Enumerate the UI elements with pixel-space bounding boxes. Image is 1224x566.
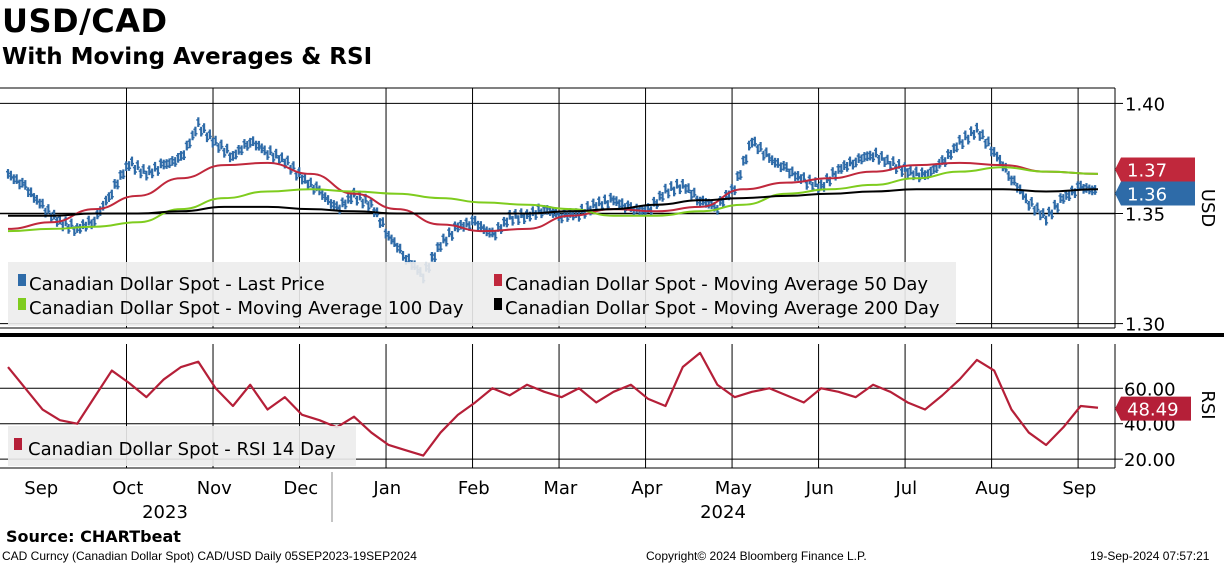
price-last-value-text: 1.36 xyxy=(1127,184,1167,205)
legend-ma50: Canadian Dollar Spot - Moving Average 50… xyxy=(505,274,928,295)
ma200-line xyxy=(8,188,1099,217)
rsi-last-value-text: 48.49 xyxy=(1127,400,1179,421)
series-layer xyxy=(6,117,1099,457)
price-y-tick-label: 1.35 xyxy=(1125,205,1165,226)
price-y-tick-label: 1.30 xyxy=(1125,315,1165,336)
price-last-value xyxy=(1115,181,1195,206)
rsi-line xyxy=(7,351,1099,457)
ma50-last-value-text: 1.37 xyxy=(1127,160,1167,181)
x-year-label: 2024 xyxy=(700,502,746,523)
legend-layer: Canadian Dollar Spot - Last Price Canadia… xyxy=(8,262,956,466)
x-month-label: Apr xyxy=(631,478,663,499)
ma50-line xyxy=(7,161,1099,233)
x-month-label: Nov xyxy=(197,478,232,499)
rsi-last-value xyxy=(1115,396,1191,421)
chart-title: USD/CAD xyxy=(2,2,168,40)
x-month-label: Jun xyxy=(805,478,834,499)
legend-ma200-swatch xyxy=(494,298,502,310)
x-month-label: Jul xyxy=(894,478,917,499)
legend-ma200: Canadian Dollar Spot - Moving Average 20… xyxy=(505,298,940,319)
price-y-axis-title: USD xyxy=(1197,189,1218,227)
chart-subtitle: With Moving Averages & RSI xyxy=(2,44,373,70)
source-note: Source: CHARTbeat xyxy=(6,527,181,546)
legend-rsi-swatch xyxy=(14,438,22,450)
footer-description: CAD Curncy (Canadian Dollar Spot) CAD/US… xyxy=(2,549,417,563)
price-legend-box xyxy=(8,262,956,326)
footer-timestamp: 19-Sep-2024 07:57:21 xyxy=(1090,549,1210,563)
legend-last-price: Canadian Dollar Spot - Last Price xyxy=(29,274,325,295)
x-month-label: May xyxy=(715,478,753,499)
ma100-line xyxy=(7,166,1099,233)
x-month-label: Oct xyxy=(112,478,143,499)
rsi-y-tick-label: 60.00 xyxy=(1124,379,1176,400)
x-month-label: Jan xyxy=(372,478,401,499)
x-year-label: 2023 xyxy=(142,502,188,523)
legend-rsi: Canadian Dollar Spot - RSI 14 Day xyxy=(28,439,336,460)
x-month-label: Mar xyxy=(543,478,578,499)
rsi-y-tick-label: 20.00 xyxy=(1124,450,1176,471)
x-month-label: Sep xyxy=(1062,478,1096,499)
legend-ma100-swatch xyxy=(18,298,26,310)
rsi-legend-box xyxy=(8,426,356,466)
x-month-label: Aug xyxy=(975,478,1010,499)
ma50-last-value xyxy=(1115,157,1195,182)
x-month-label: Feb xyxy=(458,478,490,499)
price-y-tick-label: 1.40 xyxy=(1125,94,1165,115)
footer-copyright: Copyright© 2024 Bloomberg Finance L.P. xyxy=(646,549,867,563)
x-month-label: Sep xyxy=(24,478,58,499)
axis-layer: Sep Oct Nov Dec Jan Feb Mar Apr May Jun Jul Aug Sep 2… xyxy=(24,94,1218,523)
legend-ma100: Canadian Dollar Spot - Moving Average 10… xyxy=(29,298,464,319)
legend-last-price-swatch xyxy=(18,274,26,286)
legend-ma50-swatch xyxy=(494,274,502,286)
rsi-y-axis-title: RSI xyxy=(1197,390,1218,419)
x-month-label: Dec xyxy=(283,478,318,499)
